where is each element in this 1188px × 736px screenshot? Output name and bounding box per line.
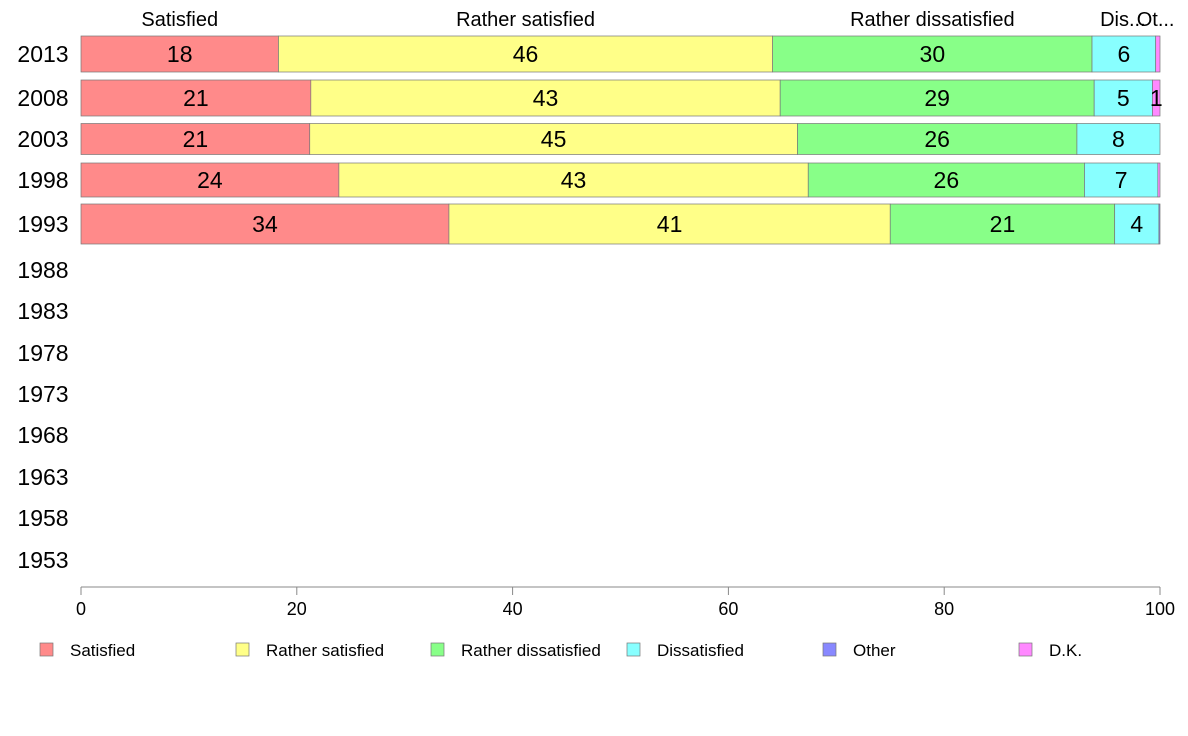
bar-segment: [807, 162, 1085, 198]
legend-label: Dissatisfied: [657, 641, 744, 660]
y-tick-label: 1968: [17, 422, 68, 448]
bar-segment: [338, 162, 809, 198]
bar-value-label: 21: [183, 126, 209, 152]
bar-segment: [1093, 79, 1153, 117]
bar-value-label: 29: [924, 85, 950, 111]
x-tick-label: 40: [503, 599, 523, 619]
x-tick-label: 100: [1145, 599, 1175, 619]
bar-segment: [797, 123, 1078, 155]
legend-swatch: [1018, 642, 1033, 657]
bar-value-label: 6: [1117, 41, 1130, 67]
y-tick-label: 1958: [17, 505, 68, 531]
legend-label: D.K.: [1049, 641, 1082, 660]
bar-value-label: 8: [1112, 126, 1125, 152]
bar-segment: [448, 203, 891, 245]
y-tick-label: 2008: [17, 85, 68, 111]
x-tick-label: 60: [718, 599, 738, 619]
bar-value-label: 26: [934, 167, 960, 193]
bar-segment: [1084, 162, 1159, 198]
top-category-label: Ot...: [1137, 9, 1175, 31]
bar-segment: [80, 162, 340, 198]
x-tick-label: 0: [76, 599, 86, 619]
bar-value-label: 21: [990, 211, 1016, 237]
bar-segment: [1158, 203, 1161, 245]
y-tick-label: 1978: [17, 340, 68, 366]
y-tick-label: 1998: [17, 167, 68, 193]
y-tick-label: 1963: [17, 464, 68, 490]
bar-value-label: 43: [561, 167, 587, 193]
y-tick-label: 1953: [17, 547, 68, 573]
bar-segment: [80, 79, 312, 117]
legend-swatch: [235, 642, 250, 657]
legend-label: Other: [853, 641, 896, 660]
bar-segment: [310, 79, 781, 117]
y-tick-label: 2013: [17, 41, 68, 67]
bar-segment: [80, 203, 450, 245]
bar-segment: [80, 123, 311, 155]
x-tick-label: 80: [934, 599, 954, 619]
bar-segment: [278, 35, 773, 73]
bar-value-label: 21: [183, 85, 209, 111]
bar-segment: [1155, 35, 1161, 73]
top-category-label: Rather dissatisfied: [850, 9, 1015, 31]
bar-value-label: 46: [513, 41, 539, 67]
bar-value-label: 45: [541, 126, 567, 152]
y-tick-label: 2003: [17, 126, 68, 152]
bar-value-label: 30: [920, 41, 946, 67]
bar-value-label: 7: [1115, 167, 1128, 193]
bar-segment: [1157, 162, 1161, 198]
bar-value-label: 1: [1150, 85, 1163, 111]
legend-label: Rather satisfied: [266, 641, 384, 660]
bar-value-label: 41: [657, 211, 683, 237]
bar-segment: [779, 79, 1095, 117]
y-tick-label: 1973: [17, 381, 68, 407]
bar-segment: [889, 203, 1116, 245]
y-tick-label: 1993: [17, 211, 68, 237]
legend-swatch: [39, 642, 54, 657]
x-tick-label: 20: [287, 599, 307, 619]
legend-swatch: [626, 642, 641, 657]
legend-swatch: [430, 642, 445, 657]
bar-segment: [1114, 203, 1160, 245]
bar-value-label: 43: [533, 85, 559, 111]
legend-label: Rather dissatisfied: [461, 641, 601, 660]
bar-segment: [1076, 123, 1161, 155]
y-tick-label: 1988: [17, 257, 68, 283]
bar-value-label: 4: [1130, 211, 1143, 237]
bar-value-label: 34: [252, 211, 278, 237]
y-tick-label: 1983: [17, 298, 68, 324]
top-category-label: Dis...: [1100, 9, 1146, 31]
bar-value-label: 24: [197, 167, 223, 193]
bar-value-label: 18: [167, 41, 193, 67]
top-category-label: Rather satisfied: [456, 9, 595, 31]
legend-label: Satisfied: [70, 641, 135, 660]
bar-value-label: 26: [924, 126, 950, 152]
bar-segment: [1152, 79, 1161, 117]
bar-value-label: 5: [1117, 85, 1130, 111]
top-category-label: Satisfied: [141, 9, 218, 31]
legend-swatch: [822, 642, 837, 657]
